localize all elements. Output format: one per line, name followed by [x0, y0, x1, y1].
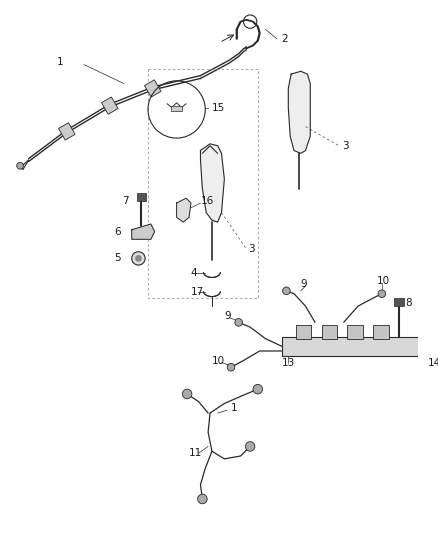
Text: 10: 10 [377, 276, 390, 286]
Bar [373, 325, 389, 338]
Text: 6: 6 [115, 227, 121, 237]
Circle shape [235, 319, 243, 326]
Polygon shape [201, 144, 224, 222]
Bar [296, 325, 311, 338]
Text: 14: 14 [427, 358, 438, 368]
Bar [427, 332, 438, 360]
Circle shape [135, 255, 142, 262]
Text: 17: 17 [191, 287, 204, 297]
Text: 2: 2 [282, 34, 288, 44]
Circle shape [17, 163, 23, 169]
Bar [59, 123, 75, 140]
Text: 9: 9 [301, 279, 307, 289]
Text: 3: 3 [248, 244, 255, 254]
Bar [137, 193, 146, 201]
Text: 10: 10 [212, 356, 225, 366]
Text: 5: 5 [115, 253, 121, 263]
Bar [145, 80, 161, 97]
Bar [102, 97, 118, 114]
Bar [394, 298, 404, 306]
Text: 11: 11 [189, 448, 202, 458]
Text: 16: 16 [201, 196, 214, 206]
Circle shape [245, 442, 255, 451]
Text: 7: 7 [122, 196, 129, 206]
Circle shape [227, 364, 235, 371]
Circle shape [283, 287, 290, 295]
Bar [322, 325, 337, 338]
Text: 4: 4 [191, 268, 198, 278]
Text: 1: 1 [231, 403, 238, 413]
Circle shape [253, 384, 262, 394]
Text: 15: 15 [212, 102, 225, 112]
Bar [282, 337, 430, 356]
Text: 13: 13 [282, 358, 295, 368]
Polygon shape [177, 198, 191, 222]
Text: 8: 8 [406, 298, 412, 308]
Circle shape [132, 252, 145, 265]
Bar [171, 106, 182, 111]
Text: 3: 3 [342, 141, 348, 151]
Text: 9: 9 [224, 311, 231, 321]
Text: 1: 1 [57, 56, 64, 67]
Bar [347, 325, 363, 338]
Polygon shape [288, 71, 310, 154]
Polygon shape [132, 224, 155, 239]
Circle shape [378, 290, 386, 297]
Circle shape [182, 389, 192, 399]
Circle shape [198, 494, 207, 504]
